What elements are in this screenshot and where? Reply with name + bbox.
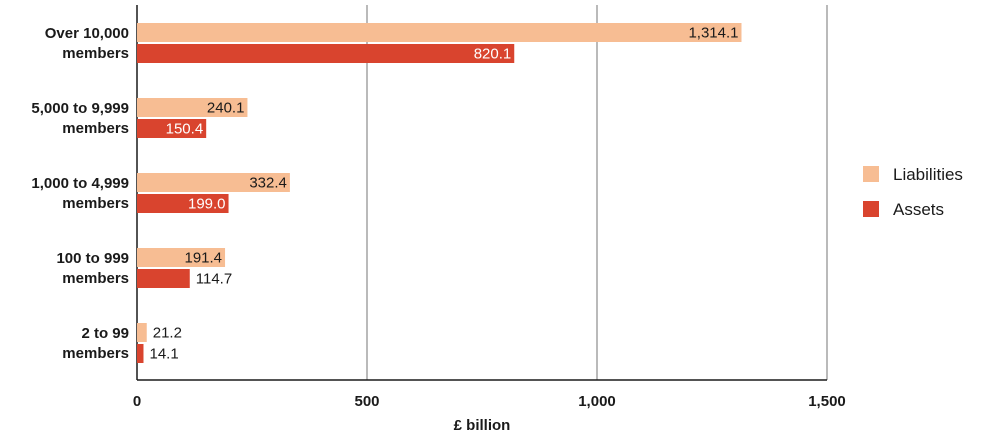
- value-label-liabilities-2: 332.4: [249, 175, 287, 192]
- value-label-assets-3: 114.7: [196, 271, 232, 288]
- category-label-3: 100 to 999 members: [56, 250, 129, 287]
- x-tick-label-0: 0: [133, 393, 141, 410]
- bar-liabilities-4: [137, 323, 147, 342]
- bar-assets-1: [137, 119, 207, 138]
- category-labels: Over 10,000 members 5,000 to 9,999 members 1…: [31, 25, 129, 362]
- grid-lines: [136, 5, 828, 381]
- legend: Liabilities Assets: [863, 165, 963, 219]
- value-label-assets-0: 820.1: [474, 46, 512, 63]
- legend-swatch-assets: [863, 201, 879, 217]
- x-tick-label-3: 1,500: [808, 393, 846, 410]
- x-axis-title: £ billion: [454, 417, 511, 434]
- category-label-0: Over 10,000 members: [45, 25, 129, 62]
- value-label-assets-1: 150.4: [166, 121, 204, 138]
- category-label-4: 2 to 99 members: [62, 325, 129, 362]
- legend-swatch-liabilities: [863, 166, 879, 182]
- bar-assets-0: [137, 44, 515, 63]
- bar-liabilities-2: [137, 173, 290, 192]
- value-label-liabilities-4: 21.2: [153, 325, 182, 342]
- category-label-2: 1,000 to 4,999 members: [31, 175, 129, 212]
- legend-label-liabilities: Liabilities: [893, 165, 963, 184]
- bar-assets-2: [137, 194, 229, 213]
- bar-assets-3: [137, 269, 190, 288]
- bars: [137, 23, 742, 363]
- value-label-liabilities-1: 240.1: [207, 100, 245, 117]
- value-label-assets-2: 199.0: [188, 196, 226, 213]
- bar-liabilities-1: [137, 98, 248, 117]
- category-label-1: 5,000 to 9,999 members: [31, 100, 129, 137]
- value-label-liabilities-0: 1,314.1: [688, 25, 738, 42]
- x-tick-label-2: 1,000: [578, 393, 616, 410]
- bar-liabilities-3: [137, 248, 226, 267]
- x-axis-ticks: 0 500 1,000 1,500: [133, 393, 846, 410]
- value-label-liabilities-3: 191.4: [184, 250, 222, 267]
- bar-liabilities-0: [137, 23, 742, 42]
- legend-label-assets: Assets: [893, 200, 944, 219]
- value-label-assets-4: 14.1: [149, 346, 178, 363]
- bar-assets-4: [137, 344, 144, 363]
- x-tick-label-1: 500: [354, 393, 379, 410]
